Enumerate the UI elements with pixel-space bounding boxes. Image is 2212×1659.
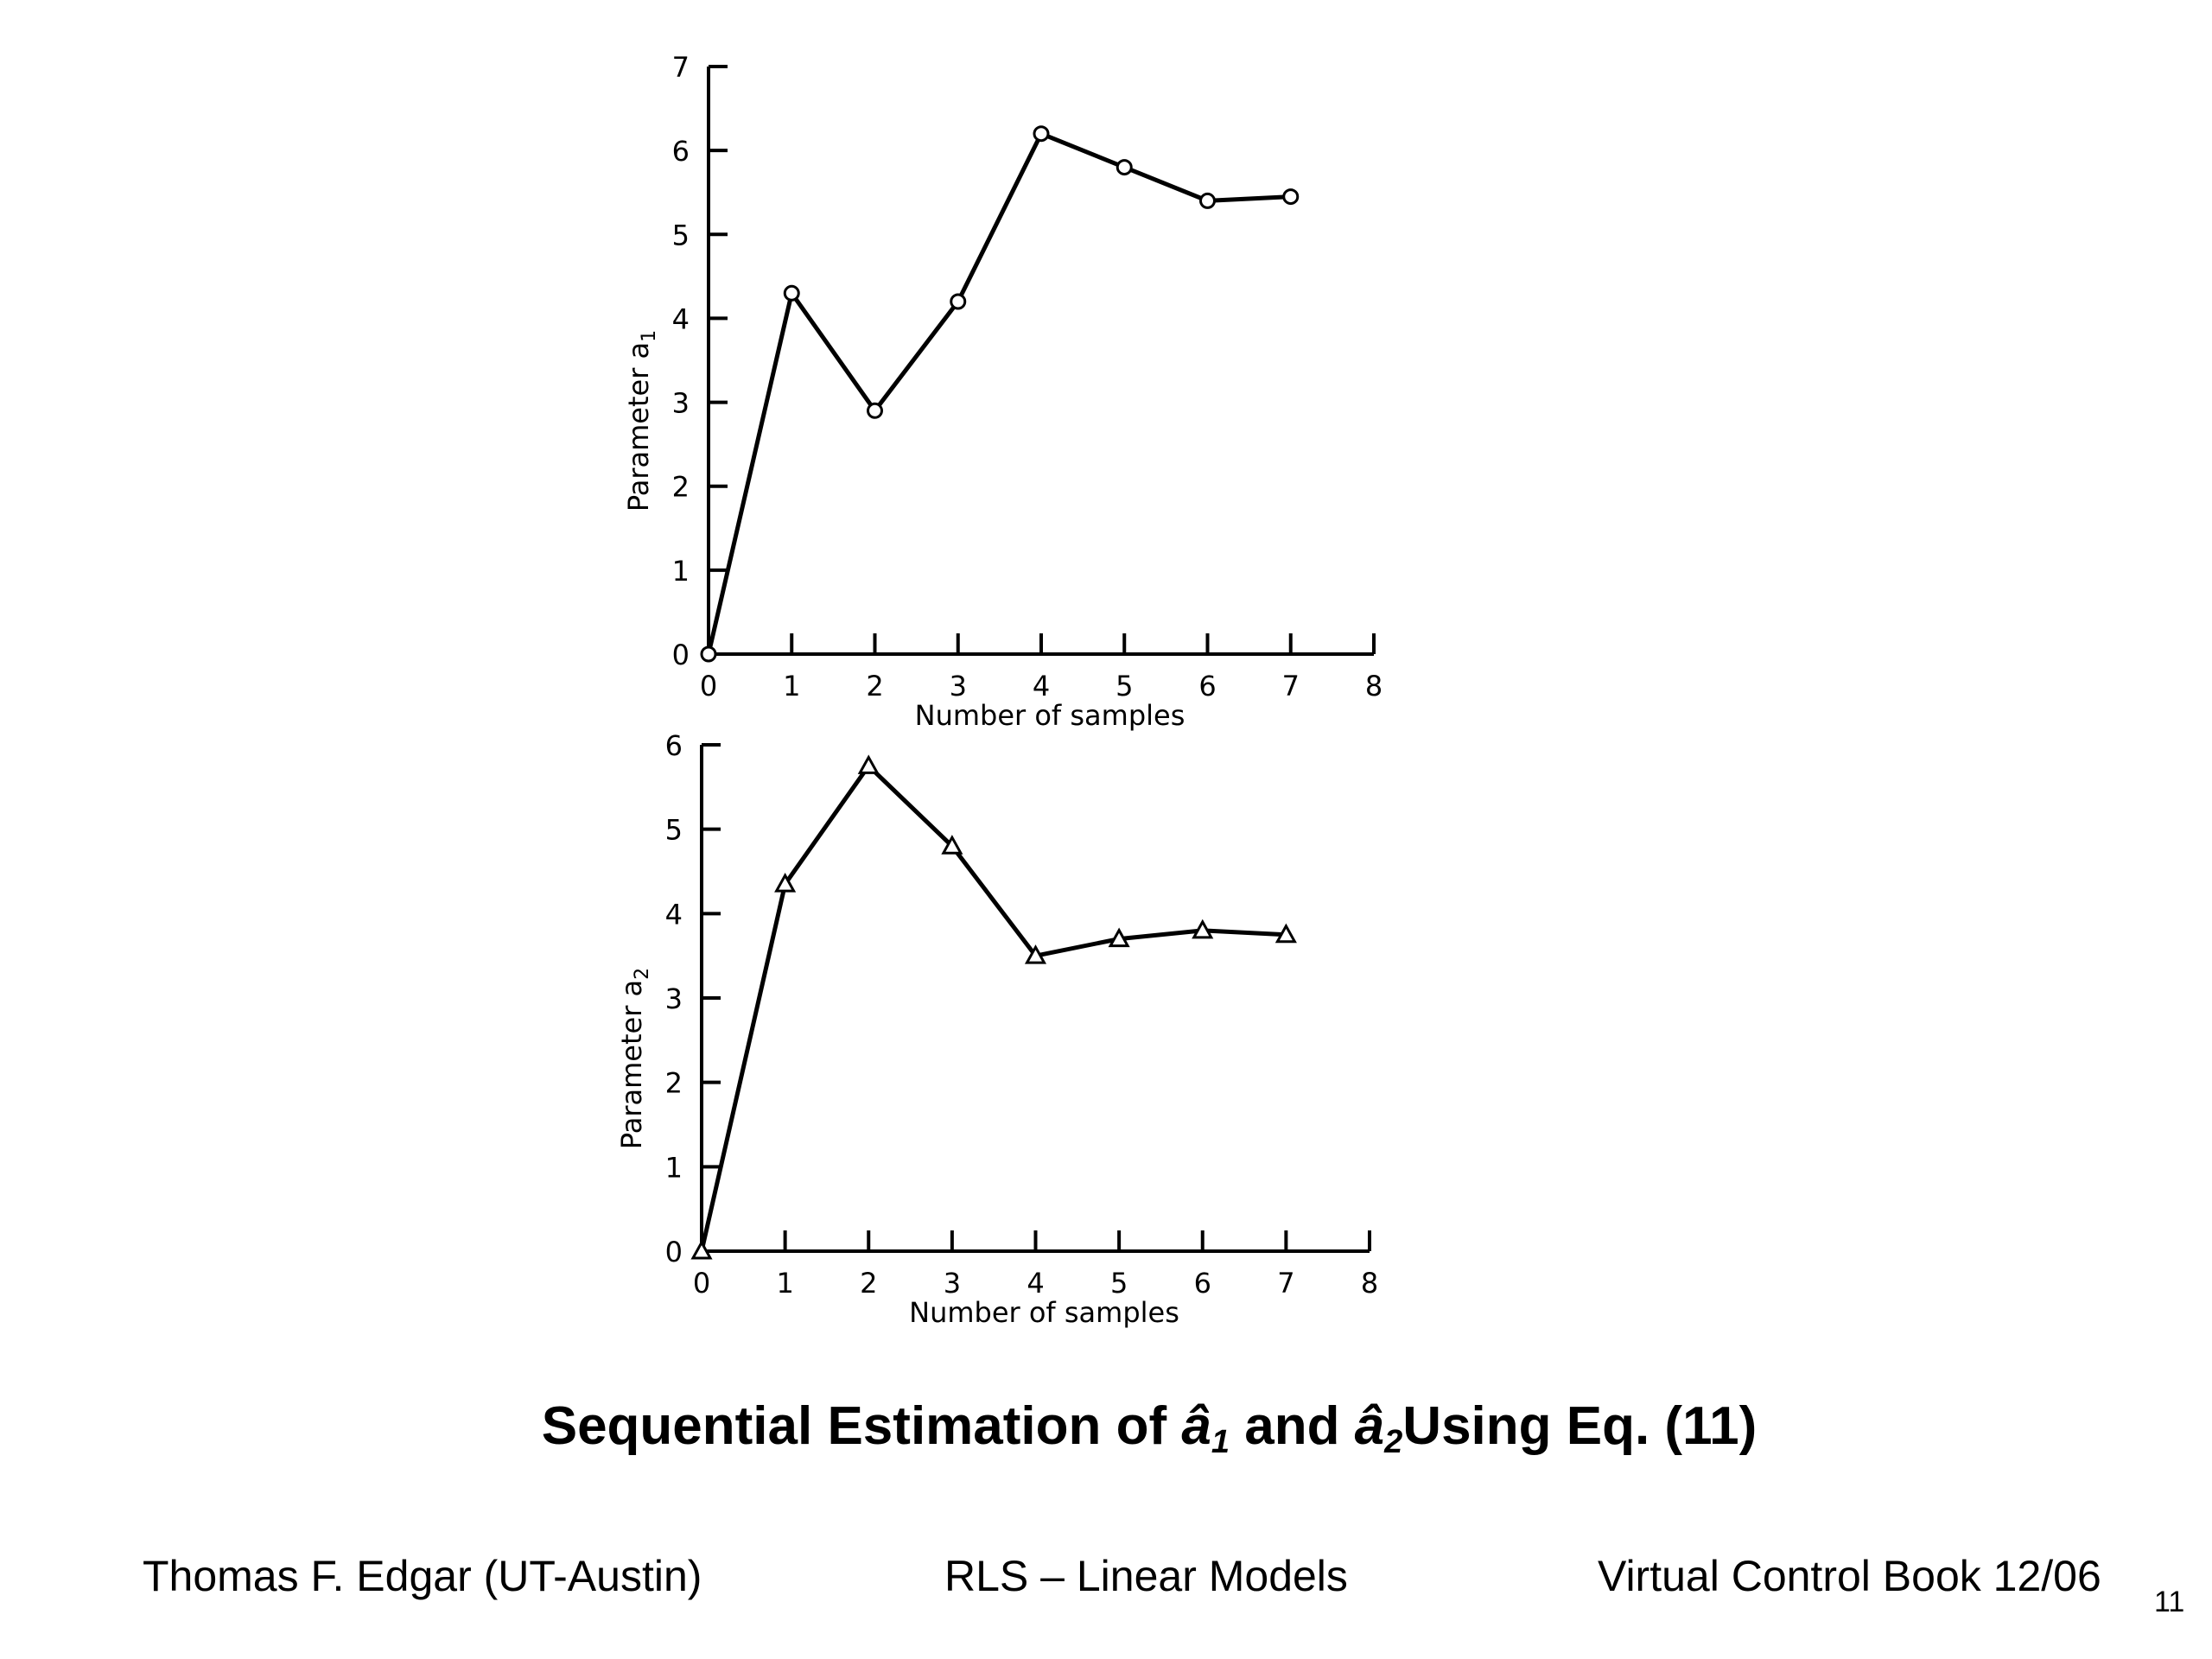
chart-1: 0 1 2 3 4 5 6 7 8 0 1 2 3 4 5 6 7 Number of samples Parame…	[622, 51, 1382, 732]
y-tick-label: 1	[665, 1151, 683, 1184]
chart-2: 0 1 2 3 4 5 6 7 8 0 1 2 3 4 5 6 Number of samples Paramet…	[615, 729, 1378, 1329]
caption-a1-letter: â	[1181, 1396, 1211, 1456]
x-tick-label: 4	[1033, 670, 1050, 702]
data-point	[1024, 944, 1047, 964]
caption-prefix: Sequential Estimation of	[541, 1396, 1182, 1456]
y-tick-label: 7	[672, 51, 690, 84]
x-tick-label: 6	[1198, 670, 1216, 702]
data-point	[857, 754, 880, 774]
data-point	[774, 873, 797, 893]
caption-middle: and	[1229, 1396, 1355, 1456]
y-tick-label: 3	[665, 982, 683, 1015]
footer-book: Virtual Control Book 12/06	[1598, 1552, 2101, 1600]
data-point	[1199, 192, 1216, 209]
slide-number: 11	[2154, 1586, 2185, 1618]
x-tick-label: 1	[783, 670, 800, 702]
data-point	[1108, 927, 1130, 948]
y-tick-label: 0	[665, 1236, 683, 1268]
y-tick-label: 2	[665, 1067, 683, 1100]
series-line	[699, 763, 1287, 1252]
x-tick-label: 8	[1365, 670, 1382, 702]
y-tick-label: 0	[672, 639, 690, 671]
x-tick-label: 5	[1116, 670, 1133, 702]
y-tick-label: 6	[665, 729, 683, 762]
data-point	[1274, 923, 1297, 944]
x-axis-label: Number of samples	[915, 699, 1185, 732]
y-tick-label: 5	[672, 219, 690, 251]
x-tick-label: 0	[700, 670, 717, 702]
x-tick-label: 3	[950, 670, 967, 702]
caption-a2-letter: â	[1354, 1396, 1385, 1456]
y-tick-label: 3	[672, 387, 690, 420]
figure-caption: Sequential Estimation of â1 and â2Using …	[0, 1395, 2212, 1461]
x-tick-label: 7	[1282, 670, 1300, 702]
x-tick-label: 7	[1277, 1267, 1294, 1300]
caption-symbol-a2: â2	[1354, 1396, 1403, 1460]
y-tick-label: 6	[672, 135, 690, 168]
data-point	[1033, 125, 1050, 143]
y-axis-label: Parameter a2	[615, 968, 653, 1149]
data-point	[690, 1239, 713, 1260]
y-tick-label: 1	[672, 555, 690, 588]
y-tick-label: 4	[672, 302, 690, 335]
data-point	[783, 284, 800, 302]
y-tick-label: 5	[665, 814, 683, 847]
y-tick-label: 4	[665, 898, 683, 931]
x-tick-label: 4	[1027, 1267, 1044, 1300]
x-tick-label: 3	[944, 1267, 961, 1300]
y-axis-label: Parameter a1	[622, 330, 660, 512]
data-point	[1116, 159, 1133, 176]
x-tick-label: 6	[1194, 1267, 1211, 1300]
x-tick-label: 0	[693, 1267, 710, 1300]
footer-author: Thomas F. Edgar (UT-Austin)	[143, 1552, 702, 1600]
x-tick-label: 1	[776, 1267, 793, 1300]
data-point	[941, 835, 963, 855]
series-line	[706, 131, 1291, 655]
data-point	[950, 293, 967, 310]
caption-a2-subscript: 2	[1384, 1424, 1403, 1460]
x-tick-label: 8	[1361, 1267, 1378, 1300]
data-point	[1282, 188, 1300, 206]
x-tick-label: 5	[1110, 1267, 1128, 1300]
x-tick-label: 2	[860, 1267, 877, 1300]
data-point	[867, 402, 883, 419]
caption-symbol-a1: â1	[1181, 1396, 1230, 1460]
footer-topic: RLS – Linear Models	[944, 1552, 1348, 1600]
x-tick-label: 2	[866, 670, 883, 702]
data-point	[1192, 918, 1214, 939]
caption-suffix: Using Eq. (11)	[1402, 1396, 1758, 1456]
x-axis-label: Number of samples	[909, 1296, 1179, 1329]
data-point	[700, 645, 717, 663]
caption-a1-subscript: 1	[1211, 1424, 1230, 1460]
y-tick-label: 2	[672, 471, 690, 504]
